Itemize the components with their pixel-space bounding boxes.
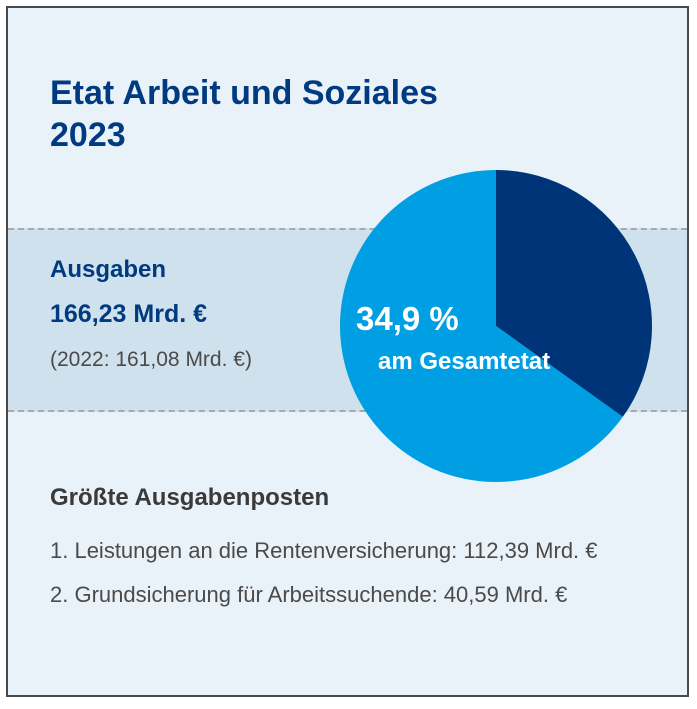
title-line-1: Etat Arbeit und Soziales (50, 74, 438, 112)
expenses-value: 166,23 Mrd. € (50, 300, 208, 328)
pie-share-label: am Gesamtetat (378, 348, 550, 375)
page-title: Etat Arbeit und Soziales 2023 (50, 72, 470, 156)
pie-percent-label: 34,9 % (356, 300, 459, 337)
expense-item-2: 2. Grundsicherung für Arbeitssuchende: 4… (50, 582, 568, 607)
budget-card: Etat Arbeit und Soziales 2023 Ausgaben 1… (6, 6, 689, 697)
pie-slice-2 (340, 170, 623, 482)
expense-item-1: 1. Leistungen an die Rentenversicherung:… (50, 538, 598, 563)
title-line-2: 2023 (50, 116, 126, 154)
pie-slices (340, 170, 652, 482)
pie-slice-1 (496, 170, 652, 417)
expenses-previous-year: (2022: 161,08 Mrd. €) (50, 348, 252, 371)
largest-posts-heading: Größte Ausgabenposten (50, 484, 330, 511)
expenses-label: Ausgaben (50, 256, 167, 283)
pie-chart: 34,9 % am Gesamtetat (340, 170, 652, 482)
